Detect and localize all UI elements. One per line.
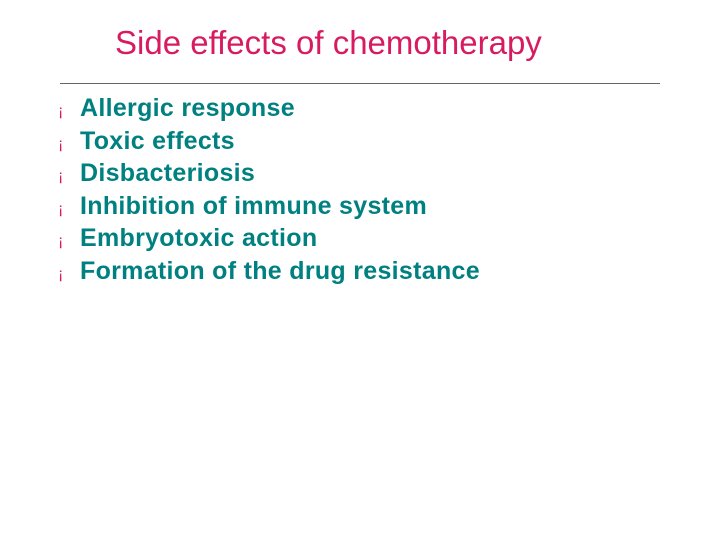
list-item: ¡ Toxic effects: [58, 125, 480, 158]
bullet-icon: ¡: [58, 200, 80, 221]
title-underline: [60, 83, 660, 84]
bullet-icon: ¡: [58, 135, 80, 156]
bullet-icon: ¡: [58, 265, 80, 286]
bullet-icon: ¡: [58, 102, 80, 123]
slide: Side effects of chemotherapy ¡ Allergic …: [0, 0, 720, 540]
bullet-icon: ¡: [58, 167, 80, 188]
list-item: ¡ Allergic response: [58, 92, 480, 125]
list-item-text: Formation of the drug resistance: [80, 255, 480, 288]
list-item-text: Embryotoxic action: [80, 222, 317, 255]
list-item: ¡ Inhibition of immune system: [58, 190, 480, 223]
list-item: ¡ Disbacteriosis: [58, 157, 480, 190]
list-item: ¡ Embryotoxic action: [58, 222, 480, 255]
list-item-text: Toxic effects: [80, 125, 235, 158]
bullet-icon: ¡: [58, 232, 80, 253]
list-item-text: Allergic response: [80, 92, 295, 125]
list-item-text: Disbacteriosis: [80, 157, 255, 190]
slide-title: Side effects of chemotherapy: [115, 24, 542, 62]
list-item-text: Inhibition of immune system: [80, 190, 427, 223]
list-item: ¡ Formation of the drug resistance: [58, 255, 480, 288]
bullet-list: ¡ Allergic response ¡ Toxic effects ¡ Di…: [58, 92, 480, 287]
